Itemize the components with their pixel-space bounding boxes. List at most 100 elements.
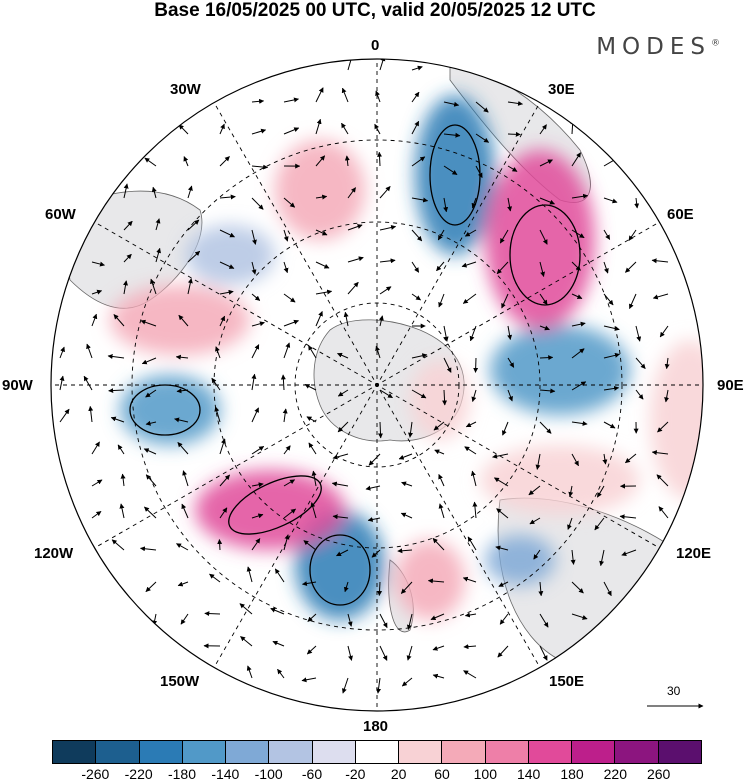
wind-vector: [603, 385, 620, 391]
wind-vector: [411, 389, 427, 399]
wind-vector: [539, 421, 552, 434]
map-border: [50, 58, 704, 712]
lon-label-90e: 90E: [717, 377, 744, 394]
wind-vector: [155, 247, 161, 263]
wind-vector: [539, 388, 556, 394]
wind-vector: [219, 194, 236, 200]
colorbar-swatch: [96, 741, 140, 763]
wind-vector: [501, 293, 509, 309]
wind-vector: [571, 348, 585, 359]
colorbar: [52, 740, 702, 764]
wind-vector: [204, 611, 221, 617]
wind-vector: [347, 256, 364, 263]
wind-vector: [251, 344, 260, 359]
colorbar-swatch: [399, 741, 443, 763]
wind-vector: [379, 59, 386, 71]
wind-vector: [113, 314, 125, 327]
wind-vector: [594, 517, 605, 531]
wind-vector: [398, 453, 413, 460]
wind-vector: [219, 507, 228, 519]
wind-vector: [155, 218, 161, 231]
wind-vector: [658, 506, 669, 519]
neg-anomaly-1: [415, 95, 495, 255]
colorbar-tick-label: -180: [167, 766, 197, 782]
wind-vector: [472, 501, 478, 519]
wind-vector: [347, 224, 363, 231]
colorbar-swatch: [355, 741, 400, 763]
wind-vector: [375, 90, 381, 103]
wind-vector: [664, 357, 670, 370]
wind-vector: [462, 576, 477, 583]
colorbar-tick-label: -60: [301, 766, 323, 782]
wind-vector: [251, 197, 264, 210]
wind-vector: [332, 514, 349, 520]
wind-vector: [507, 165, 518, 172]
wind-vector: [315, 87, 324, 103]
wind-vector: [367, 517, 381, 522]
colorbar-tick-label: 20: [390, 766, 407, 782]
pos-anomaly-1: [485, 150, 595, 330]
wind-vector: [463, 670, 477, 679]
wind-vector: [628, 229, 637, 241]
wind-vector: [539, 159, 553, 167]
colorbar-swatch: [53, 741, 97, 763]
colorbar-swatch: [139, 741, 183, 763]
lon-label-150w: 150W: [160, 673, 200, 690]
wind-vector: [473, 357, 479, 373]
wind-vector: [219, 474, 230, 487]
colorbar-tick-label: 260: [646, 766, 671, 782]
wind-vector: [341, 122, 349, 135]
wind-vector: [656, 474, 669, 487]
wind-vector: [301, 677, 317, 683]
lon-label-120w: 120W: [34, 545, 74, 562]
wind-vector: [475, 133, 490, 143]
lon-label-150e: 150E: [549, 673, 585, 690]
wind-vector: [411, 65, 423, 71]
wind-vector: [529, 517, 541, 525]
wind-vector: [379, 258, 396, 264]
wind-vector: [471, 389, 477, 402]
wind-vector: [406, 613, 413, 630]
wind-vectors: [59, 59, 670, 694]
wind-vector: [219, 289, 234, 295]
wind-vector: [539, 645, 548, 661]
wind-vector: [315, 289, 333, 295]
wind-vector: [436, 261, 445, 272]
wind-vector: [283, 197, 296, 208]
wind-vector: [306, 416, 317, 423]
wind-vector: [379, 286, 392, 295]
wind-vector: [634, 197, 640, 209]
wind-vector: [651, 450, 669, 456]
wind-vector: [568, 485, 574, 497]
wind-vector: [337, 389, 349, 397]
wind-vector: [304, 383, 317, 391]
pos-anomaly-2: [195, 470, 345, 550]
colorbar-tick-label: -220: [124, 766, 153, 782]
wind-vector: [246, 665, 253, 679]
wind-vector: [336, 549, 349, 557]
neg-anomaly-5: [185, 225, 275, 285]
wind-vector: [140, 546, 157, 552]
colorbar-tick-label: -140: [211, 766, 240, 782]
wind-vector: [251, 445, 265, 455]
lon-label-90w: 90W: [2, 377, 33, 394]
wind-vector: [187, 250, 201, 263]
wind-vector: [371, 549, 381, 558]
wind-vector: [246, 566, 253, 583]
colorbar-tick-label: 100: [473, 766, 498, 782]
lon-label-180: 180: [363, 718, 389, 735]
wind-vector: [143, 448, 157, 455]
wind-vector: [507, 325, 513, 340]
wind-vector: [315, 155, 326, 167]
wind-vector: [175, 354, 189, 360]
wind-vector: [251, 321, 265, 327]
wind-vector: [251, 229, 257, 245]
wind-vector: [397, 548, 413, 554]
wind-vector: [174, 417, 189, 423]
wind-vector: [374, 123, 381, 135]
wind-vector: [507, 100, 523, 106]
wind-vector: [603, 421, 616, 429]
wind-vector: [411, 156, 426, 167]
wind-vector: [117, 444, 125, 455]
wind-vector: [411, 229, 423, 242]
